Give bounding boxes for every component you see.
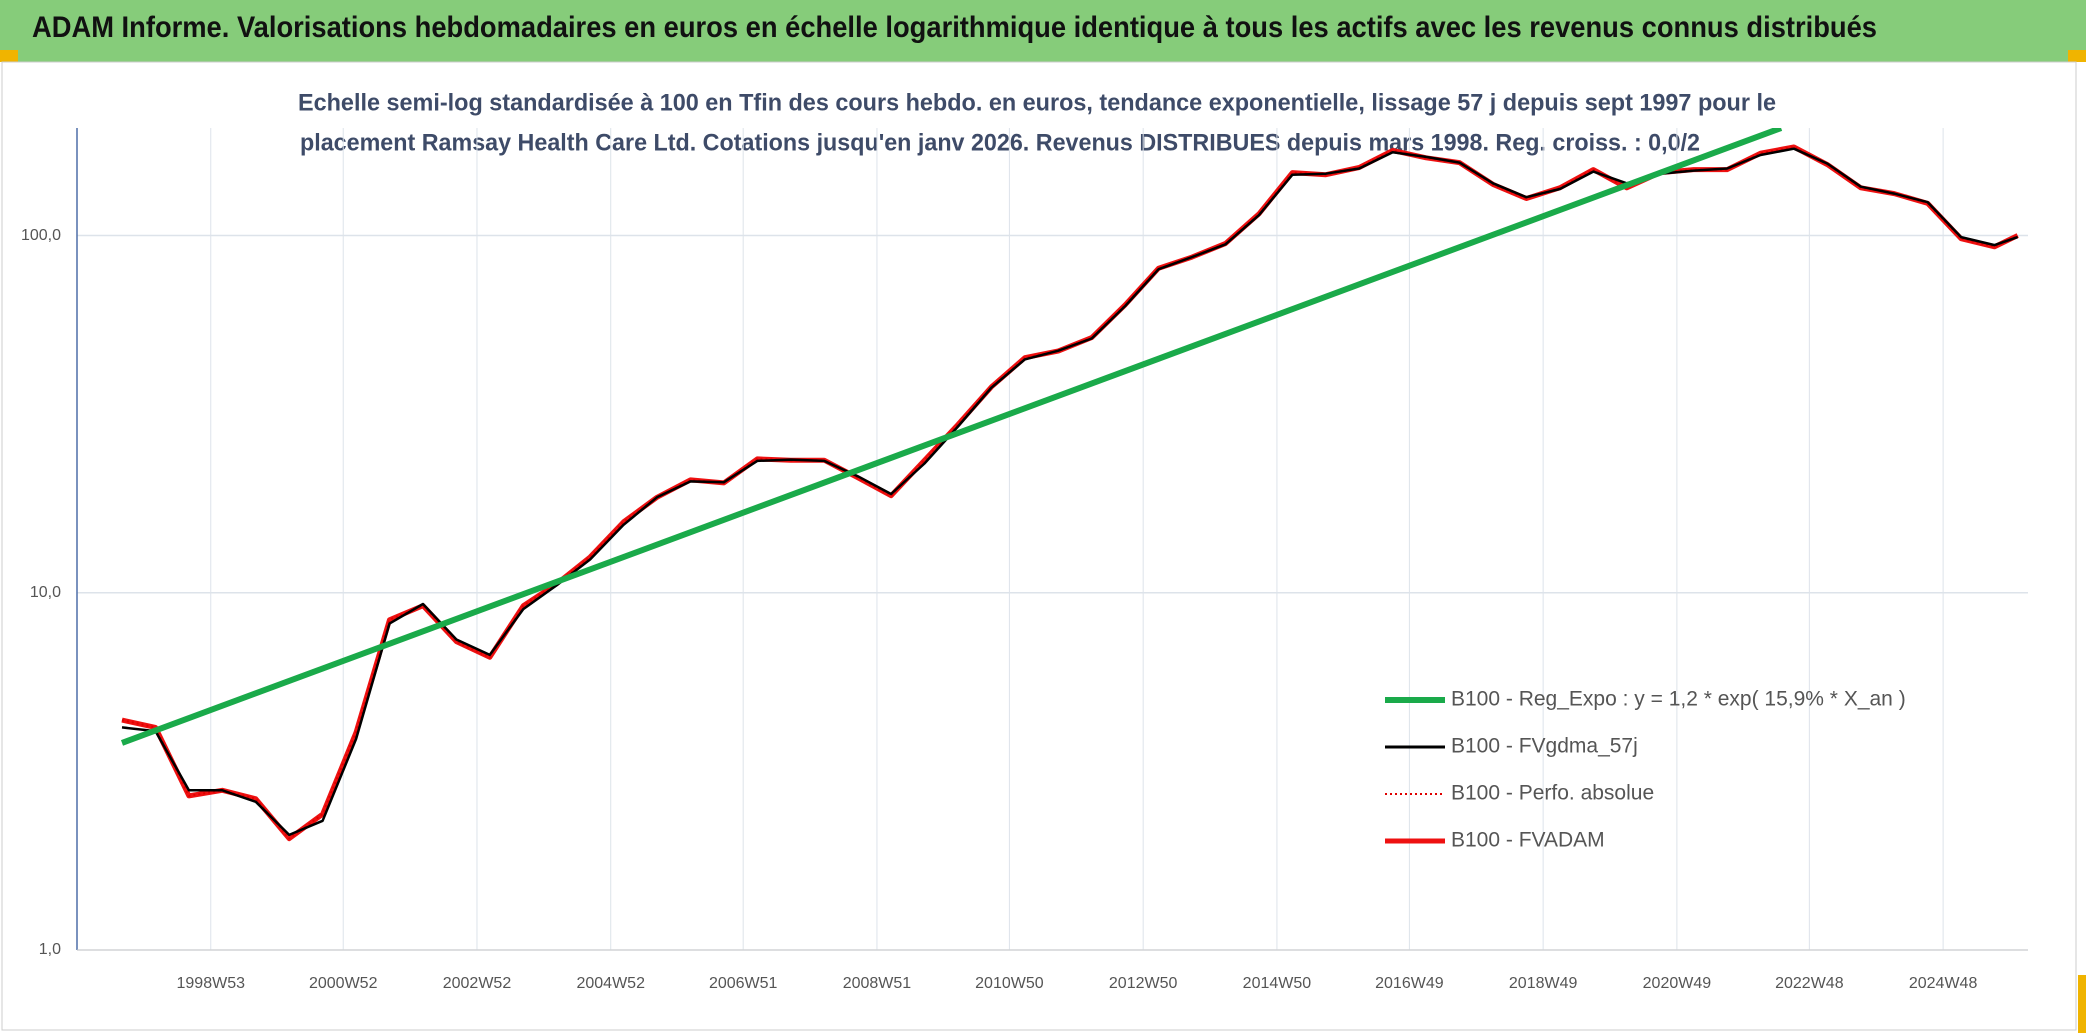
corner-mark	[2068, 50, 2086, 62]
chart-frame	[1, 61, 2077, 1031]
x-tick-label: 2006W51	[709, 975, 778, 992]
legend-label: B100 - Perfo. absolue	[1451, 782, 1654, 805]
x-tick-label: 2008W51	[843, 975, 912, 992]
series-line	[120, 128, 1783, 746]
x-tick-label: 2024W48	[1909, 975, 1978, 992]
y-tick-label: 1,0	[39, 941, 61, 958]
y-tick-label: 10,0	[30, 584, 61, 601]
x-tick-label: 2014W50	[1243, 975, 1312, 992]
header-bar	[0, 0, 2086, 62]
chart-title: placement Ramsay Health Care Ltd. Cotati…	[300, 129, 1700, 156]
x-tick-label: 1998W53	[177, 975, 246, 992]
legend-label: B100 - FVgdma_57j	[1451, 735, 1638, 758]
x-tick-label: 2002W52	[443, 975, 512, 992]
legend-label: B100 - FVADAM	[1451, 829, 1605, 852]
x-tick-label: 2000W52	[309, 975, 378, 992]
x-tick-label: 2012W50	[1109, 975, 1178, 992]
x-tick-label: 2022W48	[1775, 975, 1844, 992]
corner-mark	[0, 50, 18, 62]
y-tick-label: 100,0	[21, 227, 61, 244]
chart-title: Echelle semi-log standardisée à 100 en T…	[298, 89, 1776, 116]
x-tick-label: 2018W49	[1509, 975, 1578, 992]
series-line	[121, 147, 2019, 837]
x-tick-label: 2010W50	[975, 975, 1044, 992]
x-tick-label: 2020W49	[1643, 975, 1712, 992]
legend-label: B100 - Reg_Expo : y = 1,2 * exp( 15,9% *…	[1451, 688, 1906, 711]
header-title: ADAM Informe. Valorisations hebdomadaire…	[32, 11, 1877, 44]
corner-mark	[2078, 975, 2086, 1033]
x-tick-label: 2016W49	[1375, 975, 1444, 992]
x-tick-label: 2004W52	[576, 975, 645, 992]
